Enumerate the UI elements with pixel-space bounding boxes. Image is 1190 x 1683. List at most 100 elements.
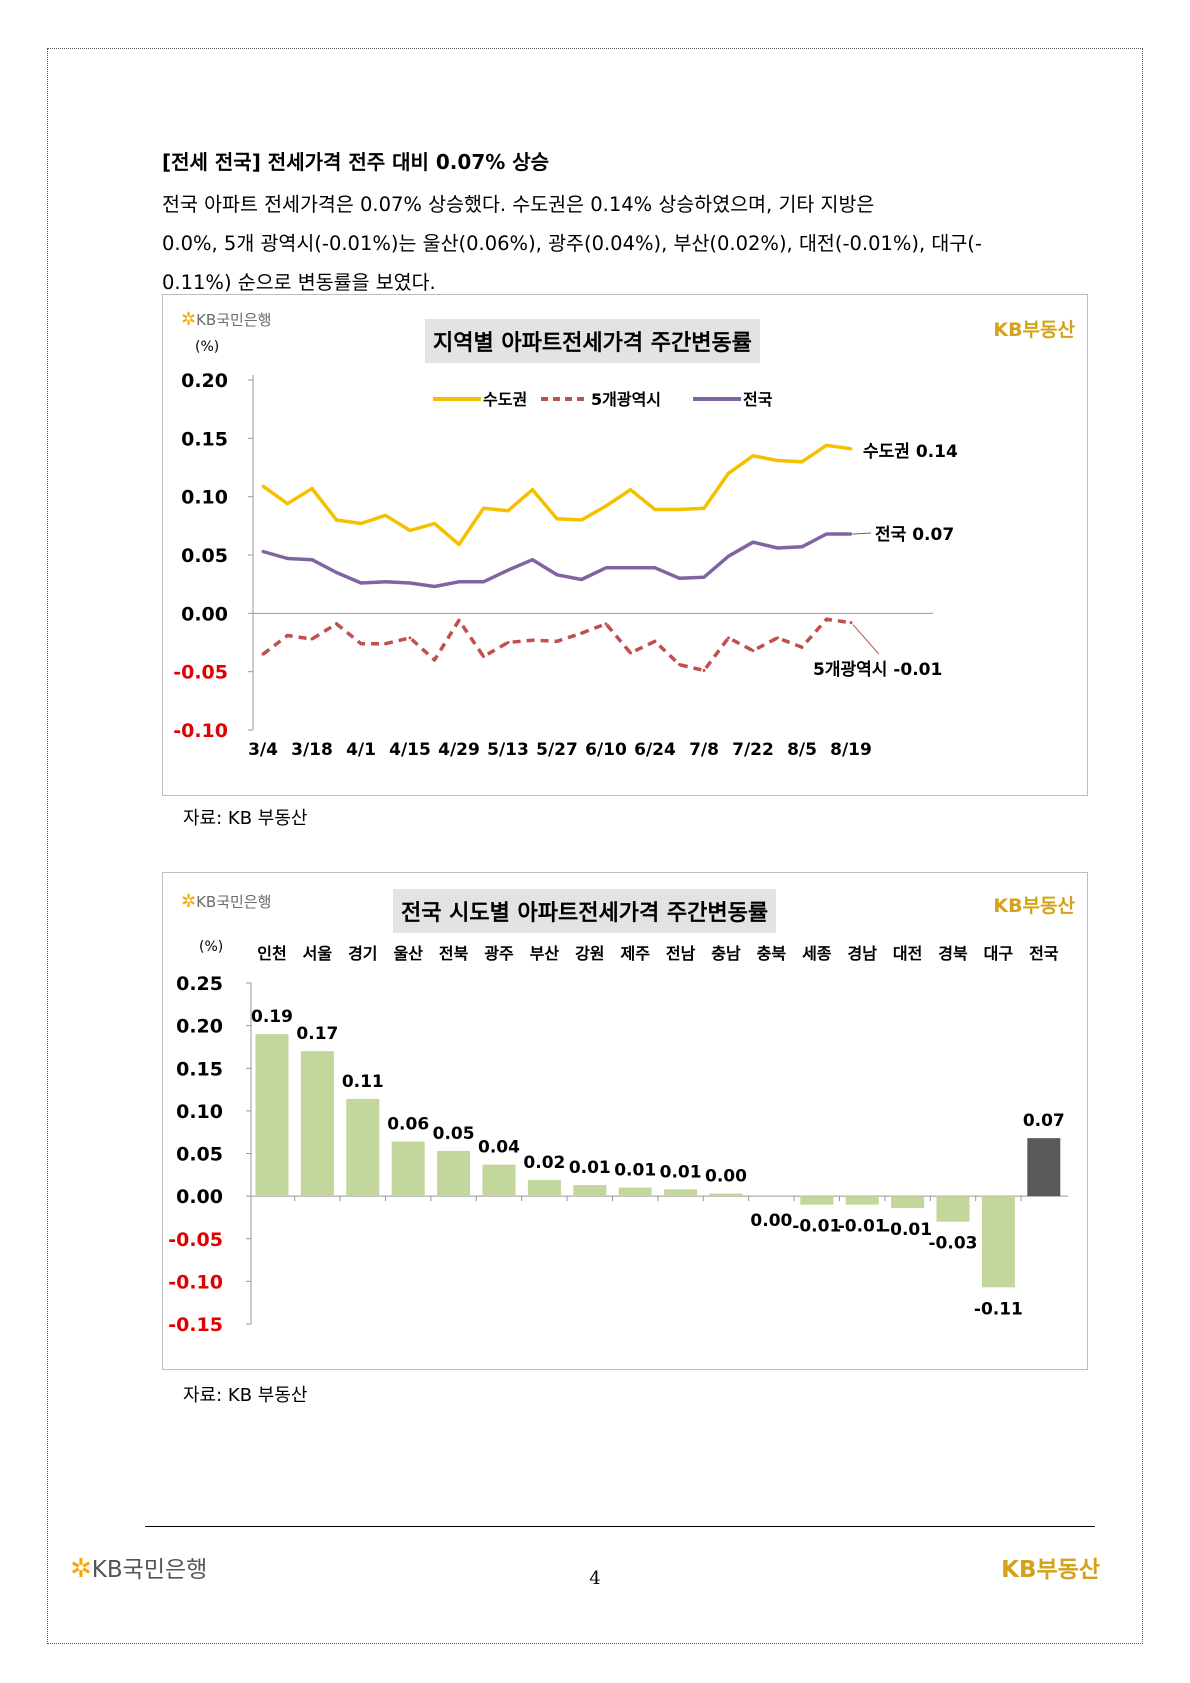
y-tick-label: 0.20 bbox=[176, 1016, 223, 1038]
series-point bbox=[702, 669, 706, 672]
y-tick-label: 0.10 bbox=[176, 1101, 223, 1123]
x-tick-label: 4/15 bbox=[389, 740, 431, 760]
bar bbox=[573, 1185, 607, 1197]
value-label: -0.01 bbox=[838, 1217, 887, 1237]
series-point bbox=[310, 558, 314, 562]
bar bbox=[346, 1098, 380, 1197]
y-tick-label: 0.20 bbox=[181, 370, 228, 392]
series-point bbox=[629, 651, 632, 655]
series-point bbox=[408, 581, 412, 585]
series-point bbox=[359, 581, 363, 585]
footer-bank-text: KB국민은행 bbox=[91, 1557, 208, 1583]
chart1-source: 자료: KB 부동산 bbox=[183, 808, 308, 829]
series-point bbox=[751, 649, 755, 653]
value-label: 0.17 bbox=[296, 1024, 338, 1044]
series-point bbox=[408, 529, 412, 532]
category-label: 경남 bbox=[847, 944, 877, 963]
series-point bbox=[408, 636, 412, 640]
series-point bbox=[604, 622, 608, 626]
paragraph-line-3: 0.11%) 순으로 변동률을 보였다. bbox=[162, 271, 436, 294]
series-line-0 bbox=[261, 443, 852, 547]
page-border bbox=[47, 48, 1143, 1644]
category-label: 광주 bbox=[484, 944, 514, 963]
series-point bbox=[678, 576, 681, 580]
series-point bbox=[482, 580, 485, 584]
footer-divider bbox=[145, 1526, 1095, 1527]
category-label: 경기 bbox=[348, 944, 377, 963]
category-label: 인천 bbox=[257, 944, 286, 963]
series-point bbox=[433, 658, 436, 662]
kb-logo: KB부동산 bbox=[993, 895, 1075, 917]
series-point bbox=[531, 488, 534, 492]
series-point bbox=[751, 540, 755, 544]
x-tick-label: 7/22 bbox=[732, 740, 774, 760]
series-point bbox=[604, 566, 608, 570]
series-line-2 bbox=[262, 532, 851, 589]
legend-label: 전국 bbox=[743, 390, 773, 409]
series-point bbox=[261, 550, 265, 553]
paragraph-line-2: 0.0%, 5개 광역시(-0.01%)는 울산(0.06%), 광주(0.04… bbox=[162, 232, 982, 255]
bar bbox=[482, 1164, 516, 1197]
legend-label: 5개광역시 bbox=[591, 390, 661, 409]
bar-chart-svg: 0.25 0.20 0.15 0.10 0.05 0.00 -0.05 -0.10 -0.15 인… bbox=[168, 944, 1068, 1336]
x-tick-label: 3/18 bbox=[291, 740, 333, 760]
series-point bbox=[555, 517, 559, 521]
y-tick-label: -0.05 bbox=[173, 662, 228, 684]
bar bbox=[1027, 1138, 1061, 1197]
series-point bbox=[359, 522, 363, 525]
category-label: 전국 bbox=[1029, 944, 1059, 963]
y-tick-label: 0.10 bbox=[181, 487, 228, 509]
section-heading: [전세 전국] 전세가격 전주 대비 0.07% 상승 bbox=[162, 150, 550, 174]
series-point bbox=[629, 488, 632, 492]
x-tick-label: 8/19 bbox=[830, 740, 872, 760]
series-point bbox=[825, 532, 828, 536]
category-label: 충남 bbox=[711, 944, 741, 963]
series-point bbox=[457, 618, 461, 622]
series-point bbox=[286, 634, 289, 637]
legend-label: 수도권 bbox=[483, 390, 527, 409]
category-label: 전북 bbox=[439, 944, 469, 963]
series-point bbox=[335, 571, 338, 574]
series-point bbox=[384, 642, 387, 646]
y-tick-label: -0.10 bbox=[168, 1271, 223, 1293]
bank-logo-text: KB국민은행 bbox=[196, 893, 272, 911]
line-chart-svg: 0.20 0.15 0.10 0.05 0.00 -0.05 -0.10 3/4 3/18 4/1… bbox=[173, 370, 958, 760]
paragraph-line-1: 전국 아파트 전세가격은 0.07% 상승했다. 수도권은 0.14% 상승하였… bbox=[162, 193, 875, 216]
series-point bbox=[800, 545, 804, 549]
x-tick-label: 6/10 bbox=[585, 740, 627, 760]
star-icon: ✲ bbox=[181, 891, 197, 912]
series-point bbox=[604, 504, 608, 508]
bar bbox=[936, 1196, 970, 1222]
series-point bbox=[849, 621, 853, 625]
footer-kb-logo: KB부동산 bbox=[1001, 1557, 1100, 1583]
series-point bbox=[825, 443, 828, 447]
value-label: 0.01 bbox=[660, 1162, 702, 1182]
y-tick-label: 0.05 bbox=[181, 545, 228, 567]
star-icon: ✲ bbox=[70, 1554, 92, 1584]
bar bbox=[845, 1196, 879, 1205]
value-label: -0.03 bbox=[929, 1234, 978, 1254]
series-point bbox=[580, 631, 583, 635]
bar bbox=[981, 1196, 1015, 1288]
y-unit: (%) bbox=[199, 939, 224, 955]
series-point bbox=[678, 508, 681, 511]
series-point bbox=[555, 573, 559, 577]
series-point bbox=[751, 454, 755, 458]
series-point bbox=[433, 585, 436, 588]
value-label: 0.04 bbox=[478, 1138, 520, 1158]
category-label: 세종 bbox=[802, 944, 832, 963]
x-tick-label: 4/29 bbox=[438, 740, 480, 760]
x-tick-label: 8/5 bbox=[787, 740, 817, 760]
series-point bbox=[776, 546, 779, 550]
y-tick-label: 0.15 bbox=[176, 1058, 223, 1080]
series-point bbox=[800, 645, 804, 649]
series-point bbox=[506, 641, 510, 644]
chart-title: 지역별 아파트전세가격 주간변동률 bbox=[425, 319, 760, 363]
series-point bbox=[653, 508, 657, 511]
series-point bbox=[776, 636, 779, 640]
y-tick-label: 0.00 bbox=[176, 1186, 223, 1208]
series-point bbox=[702, 575, 706, 579]
end-label-capital: 수도권 0.14 bbox=[863, 442, 958, 462]
series-point bbox=[261, 484, 265, 488]
series-point bbox=[433, 522, 436, 525]
